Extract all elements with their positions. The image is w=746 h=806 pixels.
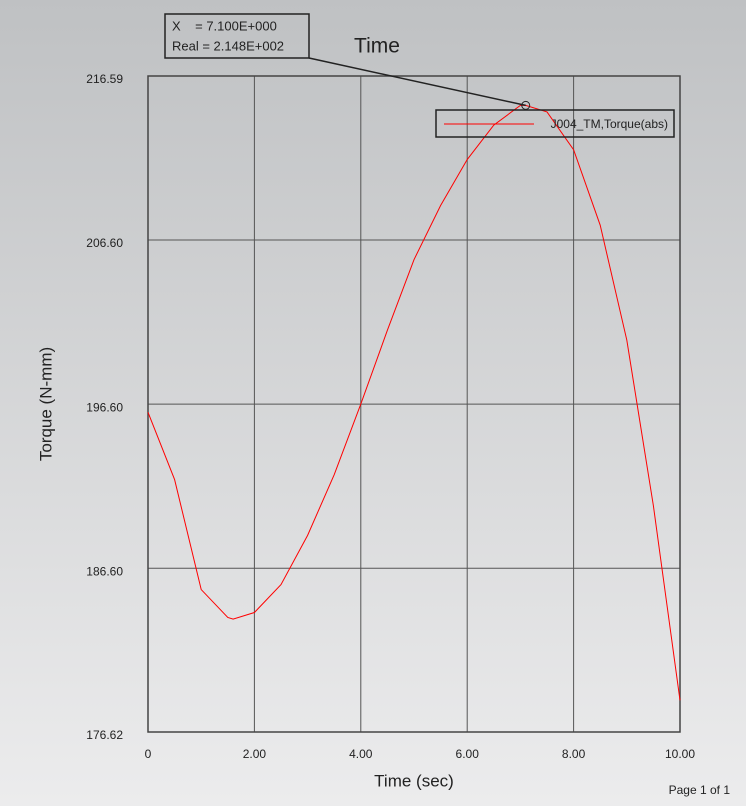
- x-tick-label: 4.00: [349, 747, 373, 761]
- y-axis-label: Torque (N-mm): [36, 347, 55, 461]
- annotation-text: X = 7.100E+000: [172, 18, 277, 33]
- y-tick-label: 216.59: [86, 72, 123, 86]
- y-tick-label: 196.60: [86, 400, 123, 414]
- annotation-leader: [308, 57, 526, 107]
- page-footer: Page 1 of 1: [669, 783, 731, 797]
- plot-frame: [147, 75, 681, 733]
- x-tick-label: 0: [145, 747, 152, 761]
- y-tick-label: 176.62: [86, 728, 123, 742]
- x-tick-label: 6.00: [456, 747, 480, 761]
- annotation-box: [164, 13, 310, 59]
- data-line: [147, 104, 681, 701]
- legend-box: [435, 109, 675, 138]
- annotation-text: Real = 2.148E+002: [172, 38, 284, 53]
- x-tick-label: 2.00: [243, 747, 267, 761]
- x-tick-label: 10.00: [665, 747, 695, 761]
- y-tick-label: 186.60: [86, 564, 123, 578]
- y-tick-label: 206.60: [86, 236, 123, 250]
- x-axis-label: Time (sec): [374, 771, 454, 790]
- legend-label: J004_TM,Torque(abs): [551, 117, 668, 131]
- chart-title: Time: [354, 35, 400, 58]
- x-tick-label: 8.00: [562, 747, 586, 761]
- annotation-marker: [521, 100, 531, 110]
